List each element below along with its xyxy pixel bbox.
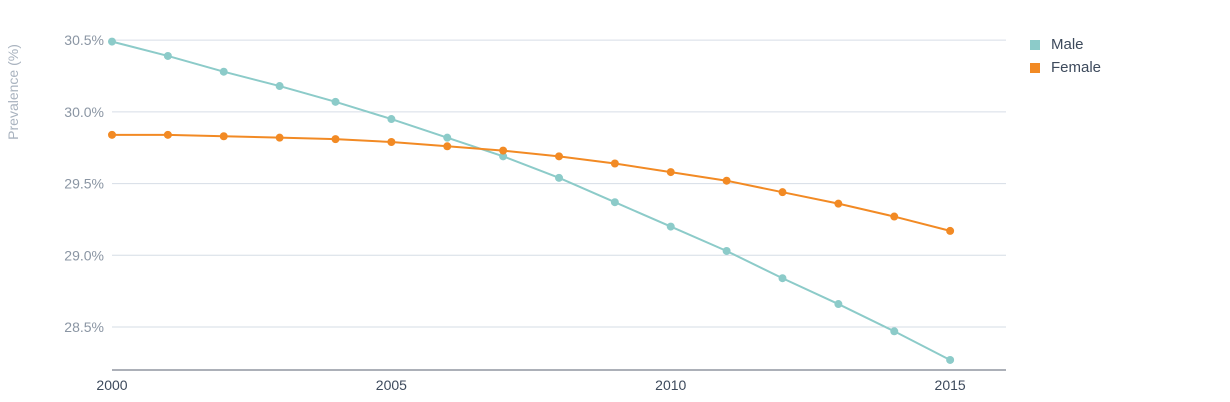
legend-label-male: Male xyxy=(1051,36,1084,53)
data-point-male xyxy=(890,327,899,336)
data-point-male xyxy=(443,133,452,142)
data-point-female xyxy=(219,132,228,141)
data-point-male xyxy=(499,152,508,161)
legend-swatch-male xyxy=(1030,39,1040,50)
legend: Male Female xyxy=(1030,33,1101,79)
x-tick-label: 2015 xyxy=(935,377,966,393)
data-point-female xyxy=(499,146,508,155)
data-point-male xyxy=(331,97,340,106)
y-tick-label: 29.0% xyxy=(64,247,104,263)
data-point-female xyxy=(890,212,899,221)
data-point-female xyxy=(443,142,452,151)
y-tick-label: 28.5% xyxy=(64,319,104,335)
legend-item-male[interactable]: Male xyxy=(1030,33,1101,56)
data-point-female xyxy=(834,199,843,208)
legend-label-female: Female xyxy=(1051,59,1102,76)
data-point-male xyxy=(108,37,116,46)
data-point-male xyxy=(387,115,396,124)
data-point-female xyxy=(555,152,563,161)
y-axis-ticks: 28.5% 29.0% 29.5% 30.0% 30.5% xyxy=(64,32,104,335)
data-point-female xyxy=(666,168,675,177)
data-point-male xyxy=(163,51,172,60)
x-tick-label: 2005 xyxy=(376,377,407,393)
data-point-female xyxy=(722,176,731,185)
legend-swatch-female xyxy=(1030,62,1040,73)
data-point-female xyxy=(163,130,172,139)
data-point-female xyxy=(108,130,116,139)
data-point-male xyxy=(219,67,228,76)
data-point-male xyxy=(946,355,955,364)
gridlines xyxy=(112,39,1006,328)
y-tick-label: 29.5% xyxy=(64,176,104,192)
x-axis-ticks: 2000 2005 2010 2015 xyxy=(96,377,965,393)
data-point-male xyxy=(722,246,731,255)
y-tick-label: 30.5% xyxy=(64,32,104,48)
data-point-female xyxy=(946,226,955,235)
data-point-female xyxy=(275,133,284,142)
legend-item-female[interactable]: Female xyxy=(1030,56,1101,79)
x-tick-label: 2010 xyxy=(655,377,686,393)
y-axis-label: Prevalence (%) xyxy=(5,44,21,140)
data-point-male xyxy=(666,222,675,231)
data-point-male xyxy=(275,82,284,91)
series-layer xyxy=(108,37,955,364)
data-point-male xyxy=(834,300,843,309)
data-point-male xyxy=(610,198,619,207)
y-tick-label: 30.0% xyxy=(64,104,104,120)
data-point-female xyxy=(331,135,340,144)
data-point-male xyxy=(555,173,563,182)
data-point-male xyxy=(778,274,787,283)
data-point-female xyxy=(387,137,396,146)
data-point-female xyxy=(778,188,787,197)
x-tick-label: 2000 xyxy=(96,377,127,393)
series-line-female xyxy=(112,133,951,232)
series-line-male xyxy=(111,40,951,361)
data-point-female xyxy=(610,159,619,168)
